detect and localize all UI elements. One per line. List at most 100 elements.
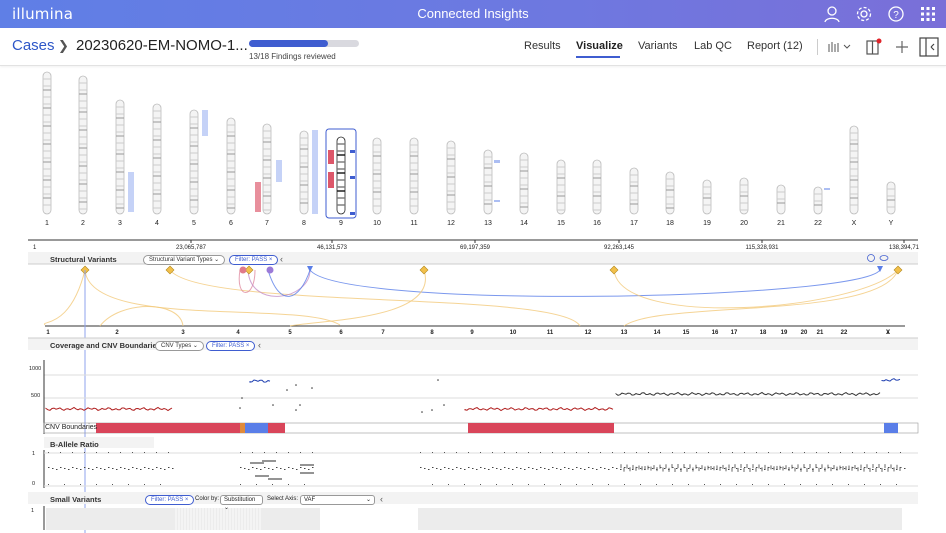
sv-axis-label: 19 [781, 330, 788, 336]
notes-book-icon[interactable] [864, 38, 882, 56]
cnv-collapse-chevron-icon[interactable]: ‹ [258, 340, 261, 350]
baf-point [284, 469, 286, 470]
chromosome-15: 15 [556, 159, 566, 227]
chromosome-body [299, 130, 309, 215]
small-variants-collapse-chevron-icon[interactable]: ‹ [380, 494, 383, 504]
baf-point [252, 452, 253, 453]
baf-point [728, 469, 730, 470]
cnv-overlay [350, 212, 355, 215]
add-icon[interactable] [893, 38, 911, 56]
baf-point [719, 466, 721, 471]
sv-arc [309, 269, 881, 297]
baf-point [248, 469, 250, 470]
baf-point [731, 467, 733, 472]
sv-breakpoint-marker [893, 265, 903, 275]
chromosome-label: 15 [557, 220, 565, 227]
breadcrumb-cases-link[interactable]: Cases [12, 37, 55, 54]
baf-point [96, 452, 97, 453]
baf-point [72, 467, 74, 468]
baf-point [700, 468, 702, 469]
baf-point [592, 484, 593, 485]
baf-point [164, 469, 166, 470]
baf-point [674, 467, 676, 472]
baf-point [676, 468, 678, 469]
tab-results[interactable]: Results [524, 40, 561, 52]
baf-point [72, 452, 73, 453]
baf-point [256, 484, 257, 485]
tab-report[interactable]: Report (12) [747, 40, 803, 52]
baf-point [240, 484, 241, 485]
help-icon[interactable]: ? [886, 4, 906, 24]
baf-point [552, 452, 553, 453]
baf-point [464, 484, 465, 485]
baf-point [734, 464, 736, 469]
coverage-trace [615, 391, 881, 397]
chromosome-body [42, 71, 52, 215]
baf-point [755, 467, 757, 472]
sv-arc [43, 269, 86, 326]
baf-point [875, 467, 877, 472]
sv-arc [289, 269, 426, 327]
sv-collapse-chevron-icon[interactable]: ‹ [280, 254, 283, 264]
sv-pass-filter[interactable]: Filter: PASS × [229, 255, 279, 265]
color-by-select[interactable]: Substitution ⌄ [220, 495, 263, 511]
baf-point [52, 468, 54, 469]
baf-point [716, 469, 718, 470]
selected-chromosome-frame [325, 128, 357, 219]
baf-point [132, 467, 134, 468]
sv-types-filter[interactable]: Structural Variant Types ⌄ [143, 255, 226, 265]
baf-point [624, 484, 625, 485]
baf-point [548, 469, 550, 470]
coverage-point [239, 407, 241, 409]
side-panel-toggle-icon[interactable] [919, 37, 939, 57]
chromosome-17: 17 [629, 167, 639, 227]
baf-cluster [255, 475, 269, 477]
baf-point [168, 467, 170, 468]
karyotype-ideogram: 1 2 3 4 5 6 7 8 9 10 11 12 13 14 15 16 17 18 19 20 21 22 X Y [42, 71, 896, 227]
baf-point [636, 452, 637, 453]
baf-point [280, 468, 282, 469]
baf-point [168, 452, 169, 453]
apps-grid-icon[interactable] [918, 4, 938, 24]
tab-lab-qc[interactable]: Lab QC [694, 40, 732, 52]
findings-progress-bar [249, 40, 359, 47]
ruler-tick-label: 92,263,145 [604, 245, 635, 251]
tab-visualize[interactable]: Visualize [576, 40, 623, 52]
eye-icon [879, 255, 889, 261]
chevron-right-icon: ❯ [58, 38, 69, 53]
baf-point [746, 464, 748, 469]
chromosome-body [886, 181, 896, 215]
tab-variants[interactable]: Variants [638, 40, 678, 52]
baf-point [632, 464, 634, 469]
cnv-overlay [350, 150, 355, 153]
coverage-ytick-1000: 1000 [29, 366, 42, 372]
chromosome-5: 5 [189, 109, 199, 227]
baf-point [456, 452, 457, 453]
baf-point [88, 468, 90, 469]
baf-point [752, 484, 753, 485]
baf-point [756, 452, 757, 453]
baf-point [632, 469, 634, 470]
baf-point [785, 465, 787, 470]
coverage-point [443, 404, 445, 406]
small-variants-plot-area [46, 508, 902, 530]
baf-point [821, 464, 823, 469]
baf-point [480, 484, 481, 485]
baf-point [468, 467, 470, 468]
chromosome-22: 22 [813, 186, 823, 227]
baf-point [480, 467, 482, 468]
baf-point [668, 467, 670, 472]
chromosome-label: 5 [192, 220, 196, 227]
gear-icon[interactable] [854, 4, 874, 24]
sv-axis-label: 10 [510, 330, 517, 336]
select-axis-select[interactable]: VAF ⌄ [300, 495, 375, 505]
cnv-types-filter[interactable]: CNV Types ⌄ [155, 341, 204, 351]
small-variants-pass-filter[interactable]: Filter: PASS × [145, 495, 195, 505]
genome-dropdown-icon[interactable] [826, 38, 854, 56]
cnv-pass-filter[interactable]: Filter: PASS × [206, 341, 256, 351]
chromosome-label: 4 [155, 220, 159, 227]
baf-point [476, 469, 478, 470]
baf-point [896, 469, 898, 470]
user-icon[interactable] [822, 4, 842, 24]
